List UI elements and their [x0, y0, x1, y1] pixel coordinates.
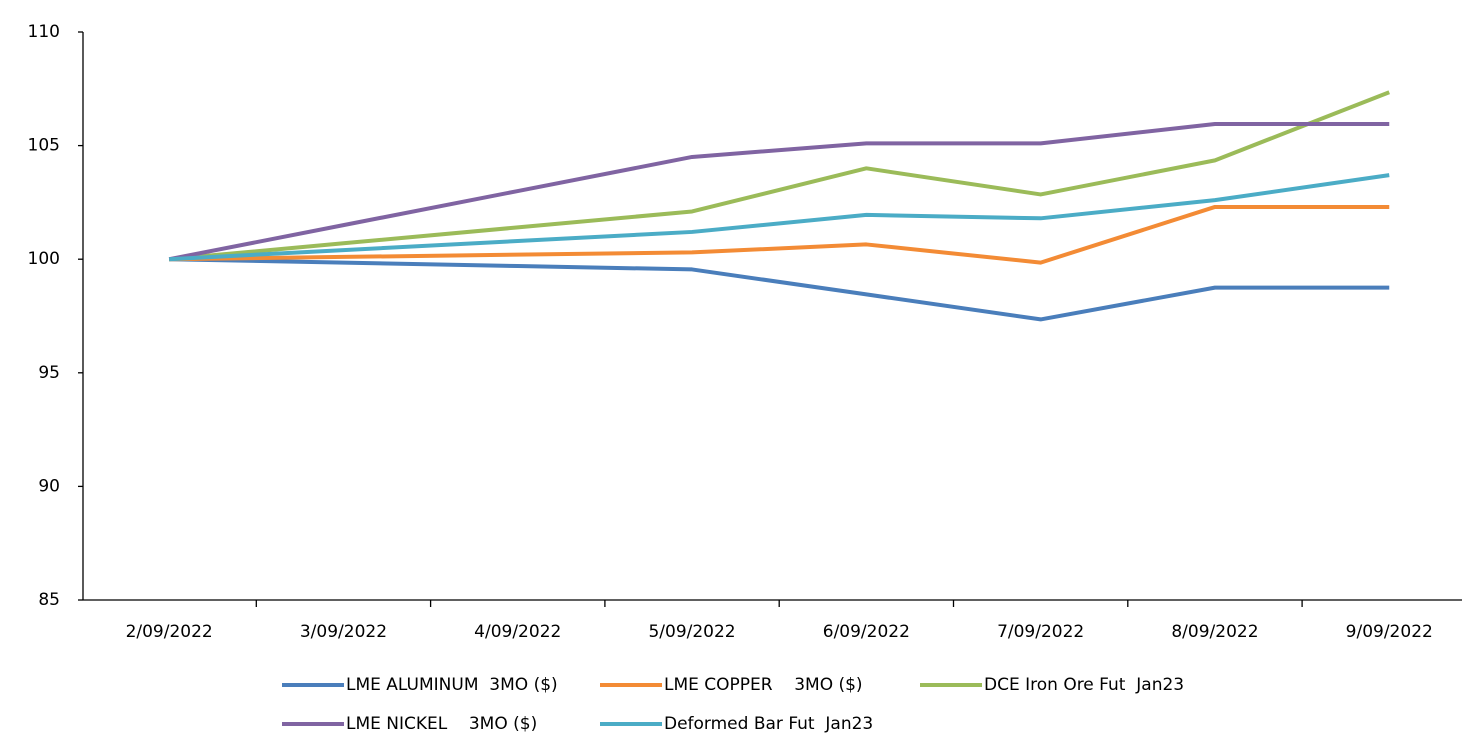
- series-line: [168, 90, 1390, 262]
- series-line: [169, 257, 1390, 322]
- series-line: [168, 122, 1390, 262]
- y-tick-label: 105: [28, 136, 60, 156]
- x-tick-label: 8/09/2022: [1171, 622, 1258, 642]
- legend-label: LME COPPER 3MO ($): [664, 675, 863, 695]
- y-tick-label: 100: [28, 249, 60, 269]
- legend-label: DCE Iron Ore Fut Jan23: [984, 675, 1184, 695]
- legend-label: LME NICKEL 3MO ($): [346, 714, 537, 734]
- x-tick-label: 6/09/2022: [823, 622, 910, 642]
- legend-label: LME ALUMINUM 3MO ($): [346, 675, 558, 695]
- x-tick-label: 7/09/2022: [997, 622, 1084, 642]
- x-tick-label: 9/09/2022: [1346, 622, 1433, 642]
- legend-label: Deformed Bar Fut Jan23: [664, 714, 873, 734]
- y-tick-label: 95: [38, 363, 60, 383]
- series-line: [169, 173, 1390, 262]
- x-tick-label: 5/09/2022: [648, 622, 735, 642]
- y-tick-label: 85: [38, 590, 60, 610]
- y-tick-label: 90: [38, 476, 60, 496]
- series-line: [169, 204, 1390, 265]
- y-tick-label: 110: [28, 22, 60, 42]
- x-tick-label: 4/09/2022: [474, 622, 561, 642]
- x-tick-label: 2/09/2022: [126, 622, 213, 642]
- x-tick-label: 3/09/2022: [300, 622, 387, 642]
